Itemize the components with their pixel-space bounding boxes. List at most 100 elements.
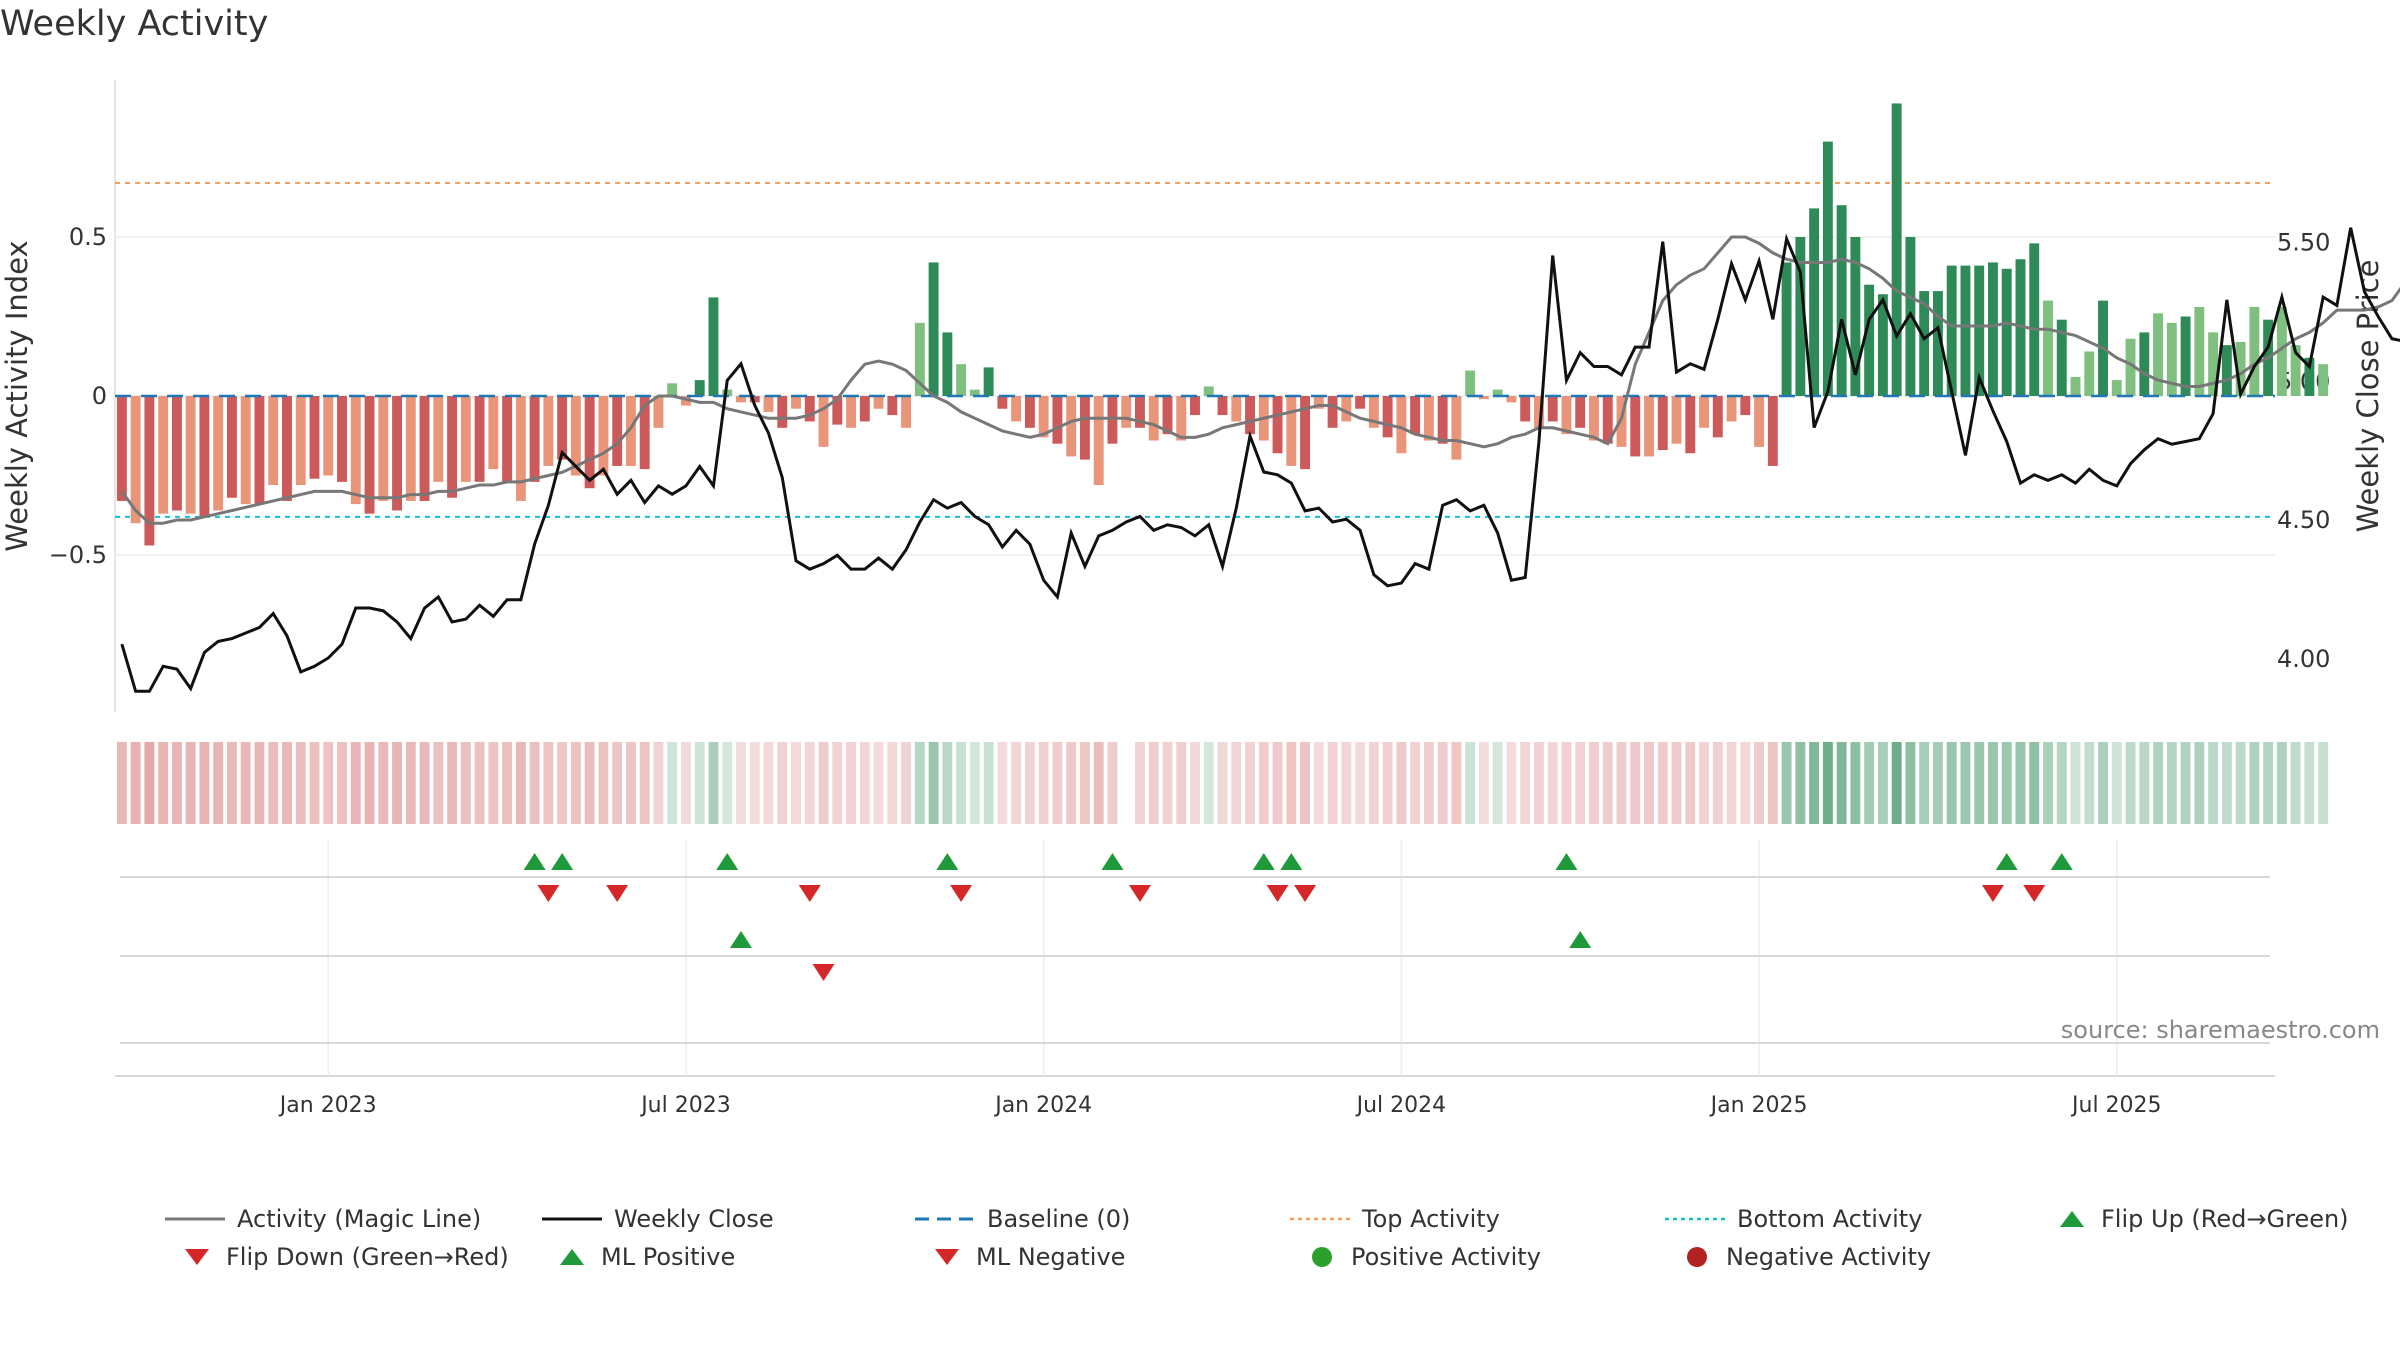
activity-bar xyxy=(1024,396,1035,428)
activity-bar xyxy=(2276,306,2287,396)
heat-strip-cell xyxy=(2084,742,2095,824)
heat-strip-cell xyxy=(1231,742,1242,824)
activity-bar xyxy=(1767,396,1778,466)
activity-bar xyxy=(171,396,182,511)
activity-bar xyxy=(1974,265,1985,396)
flip-down-marker xyxy=(1294,885,1317,902)
activity-bar xyxy=(1148,396,1159,441)
activity-bar xyxy=(763,396,774,412)
heat-strip-cell xyxy=(1451,742,1462,824)
activity-bar xyxy=(997,396,1008,409)
legend-positive-activity-icon xyxy=(1312,1247,1332,1267)
activity-bar xyxy=(1547,396,1558,422)
activity-bar xyxy=(570,396,581,476)
activity-bar xyxy=(653,396,664,428)
heat-strip-cell xyxy=(832,742,843,824)
heat-strip-cell xyxy=(557,742,568,824)
activity-bar xyxy=(1038,396,1049,438)
activity-bar xyxy=(240,396,251,505)
heat-strip-cell xyxy=(722,742,733,824)
legend-ml-positive: ML Positive xyxy=(555,1243,735,1271)
heat-strip-cell xyxy=(1905,742,1916,824)
activity-bar xyxy=(956,364,967,396)
heat-strip-cell xyxy=(1754,742,1765,824)
flip-down-marker xyxy=(537,885,560,902)
heat-strip-cell xyxy=(2194,742,2205,824)
activity-bar xyxy=(598,396,609,476)
heat-strip-cell xyxy=(1135,742,1145,824)
heat-strip-cell xyxy=(433,742,444,824)
heat-strip-cell xyxy=(1066,742,1077,824)
heat-strip-cell xyxy=(1245,742,1255,824)
activity-bar xyxy=(846,396,857,428)
activity-bar xyxy=(130,396,141,524)
activity-bar xyxy=(1327,396,1338,428)
ml-positive-marker xyxy=(729,931,752,948)
activity-bar xyxy=(2056,319,2067,396)
flip-down-marker xyxy=(606,885,629,902)
heat-strip-cell xyxy=(1974,742,1985,824)
activity-bar xyxy=(1052,396,1063,444)
activity-bar xyxy=(694,380,705,396)
activity-bar xyxy=(777,396,788,428)
legend-baseline-icon xyxy=(915,1217,975,1221)
legend-baseline: Baseline (0) xyxy=(915,1205,1130,1233)
heat-strip-cell xyxy=(515,742,526,824)
legend-ml-negative-label: ML Negative xyxy=(976,1243,1126,1271)
activity-bar xyxy=(1341,396,1352,422)
flip-up-marker xyxy=(936,853,959,870)
activity-bar xyxy=(1988,262,1998,396)
heat-strip-cell xyxy=(171,742,182,824)
activity-bar xyxy=(1300,396,1311,470)
heat-strip-cell xyxy=(2166,742,2177,824)
legend-flip-up-label: Flip Up (Red→Green) xyxy=(2101,1205,2349,1233)
activity-bar xyxy=(612,396,623,466)
flip-down-marker xyxy=(1266,885,1289,902)
heat-strip-cell xyxy=(1011,742,1022,824)
flip-down-marker xyxy=(2023,885,2046,902)
activity-bar xyxy=(1671,396,1682,444)
heat-strip-cell xyxy=(1616,742,1627,824)
activity-bar xyxy=(1107,396,1118,444)
activity-bar xyxy=(1011,396,1022,422)
activity-bar xyxy=(1423,396,1434,441)
heat-strip-cell xyxy=(1437,742,1448,824)
legend-bottom-activity: Bottom Activity xyxy=(1665,1205,1922,1233)
legend-negative-activity: Negative Activity xyxy=(1680,1243,1931,1271)
flip-down-marker xyxy=(950,885,973,902)
activity-bar xyxy=(2111,380,2122,396)
heat-strip-cell xyxy=(887,742,898,824)
heat-strip-cell xyxy=(1313,742,1324,824)
activity-bar xyxy=(116,396,127,501)
heat-strip-cell xyxy=(529,742,540,824)
heat-strip-cell xyxy=(2221,742,2232,824)
activity-bar xyxy=(639,396,650,470)
heat-strip-cell xyxy=(736,742,746,824)
y2-tick-label: 5.50 xyxy=(2277,229,2330,257)
activity-bar xyxy=(2125,338,2136,396)
activity-bar xyxy=(791,396,801,409)
activity-bar xyxy=(1355,396,1366,409)
activity-bar xyxy=(1506,396,1517,403)
heat-strip-cell xyxy=(612,742,623,824)
activity-bar xyxy=(1616,396,1627,447)
heat-strip-cell xyxy=(240,742,251,824)
activity-bar xyxy=(1093,396,1104,486)
legend-ml-positive-label: ML Positive xyxy=(601,1243,736,1271)
activity-bar xyxy=(1533,396,1544,428)
heat-strip-cell xyxy=(1822,742,1833,824)
heat-strip-cell xyxy=(1286,742,1297,824)
y2-tick-label: 4.00 xyxy=(2277,645,2330,673)
heat-strip-cell xyxy=(1630,742,1641,824)
heat-strip-cell xyxy=(378,742,389,824)
activity-bar xyxy=(2015,259,2026,396)
activity-bar xyxy=(749,396,760,403)
heat-strip-cell xyxy=(405,742,416,824)
heat-strip-cell xyxy=(914,742,925,824)
legend-magic-line-label: Activity (Magic Line) xyxy=(237,1205,482,1233)
activity-bar xyxy=(1410,396,1421,435)
activity-bar xyxy=(928,262,939,396)
source-credit: source: sharemaestro.com xyxy=(2060,1016,2380,1044)
x-tick-label: Jul 2023 xyxy=(639,1093,731,1118)
heat-strip-cell xyxy=(1190,742,1200,824)
